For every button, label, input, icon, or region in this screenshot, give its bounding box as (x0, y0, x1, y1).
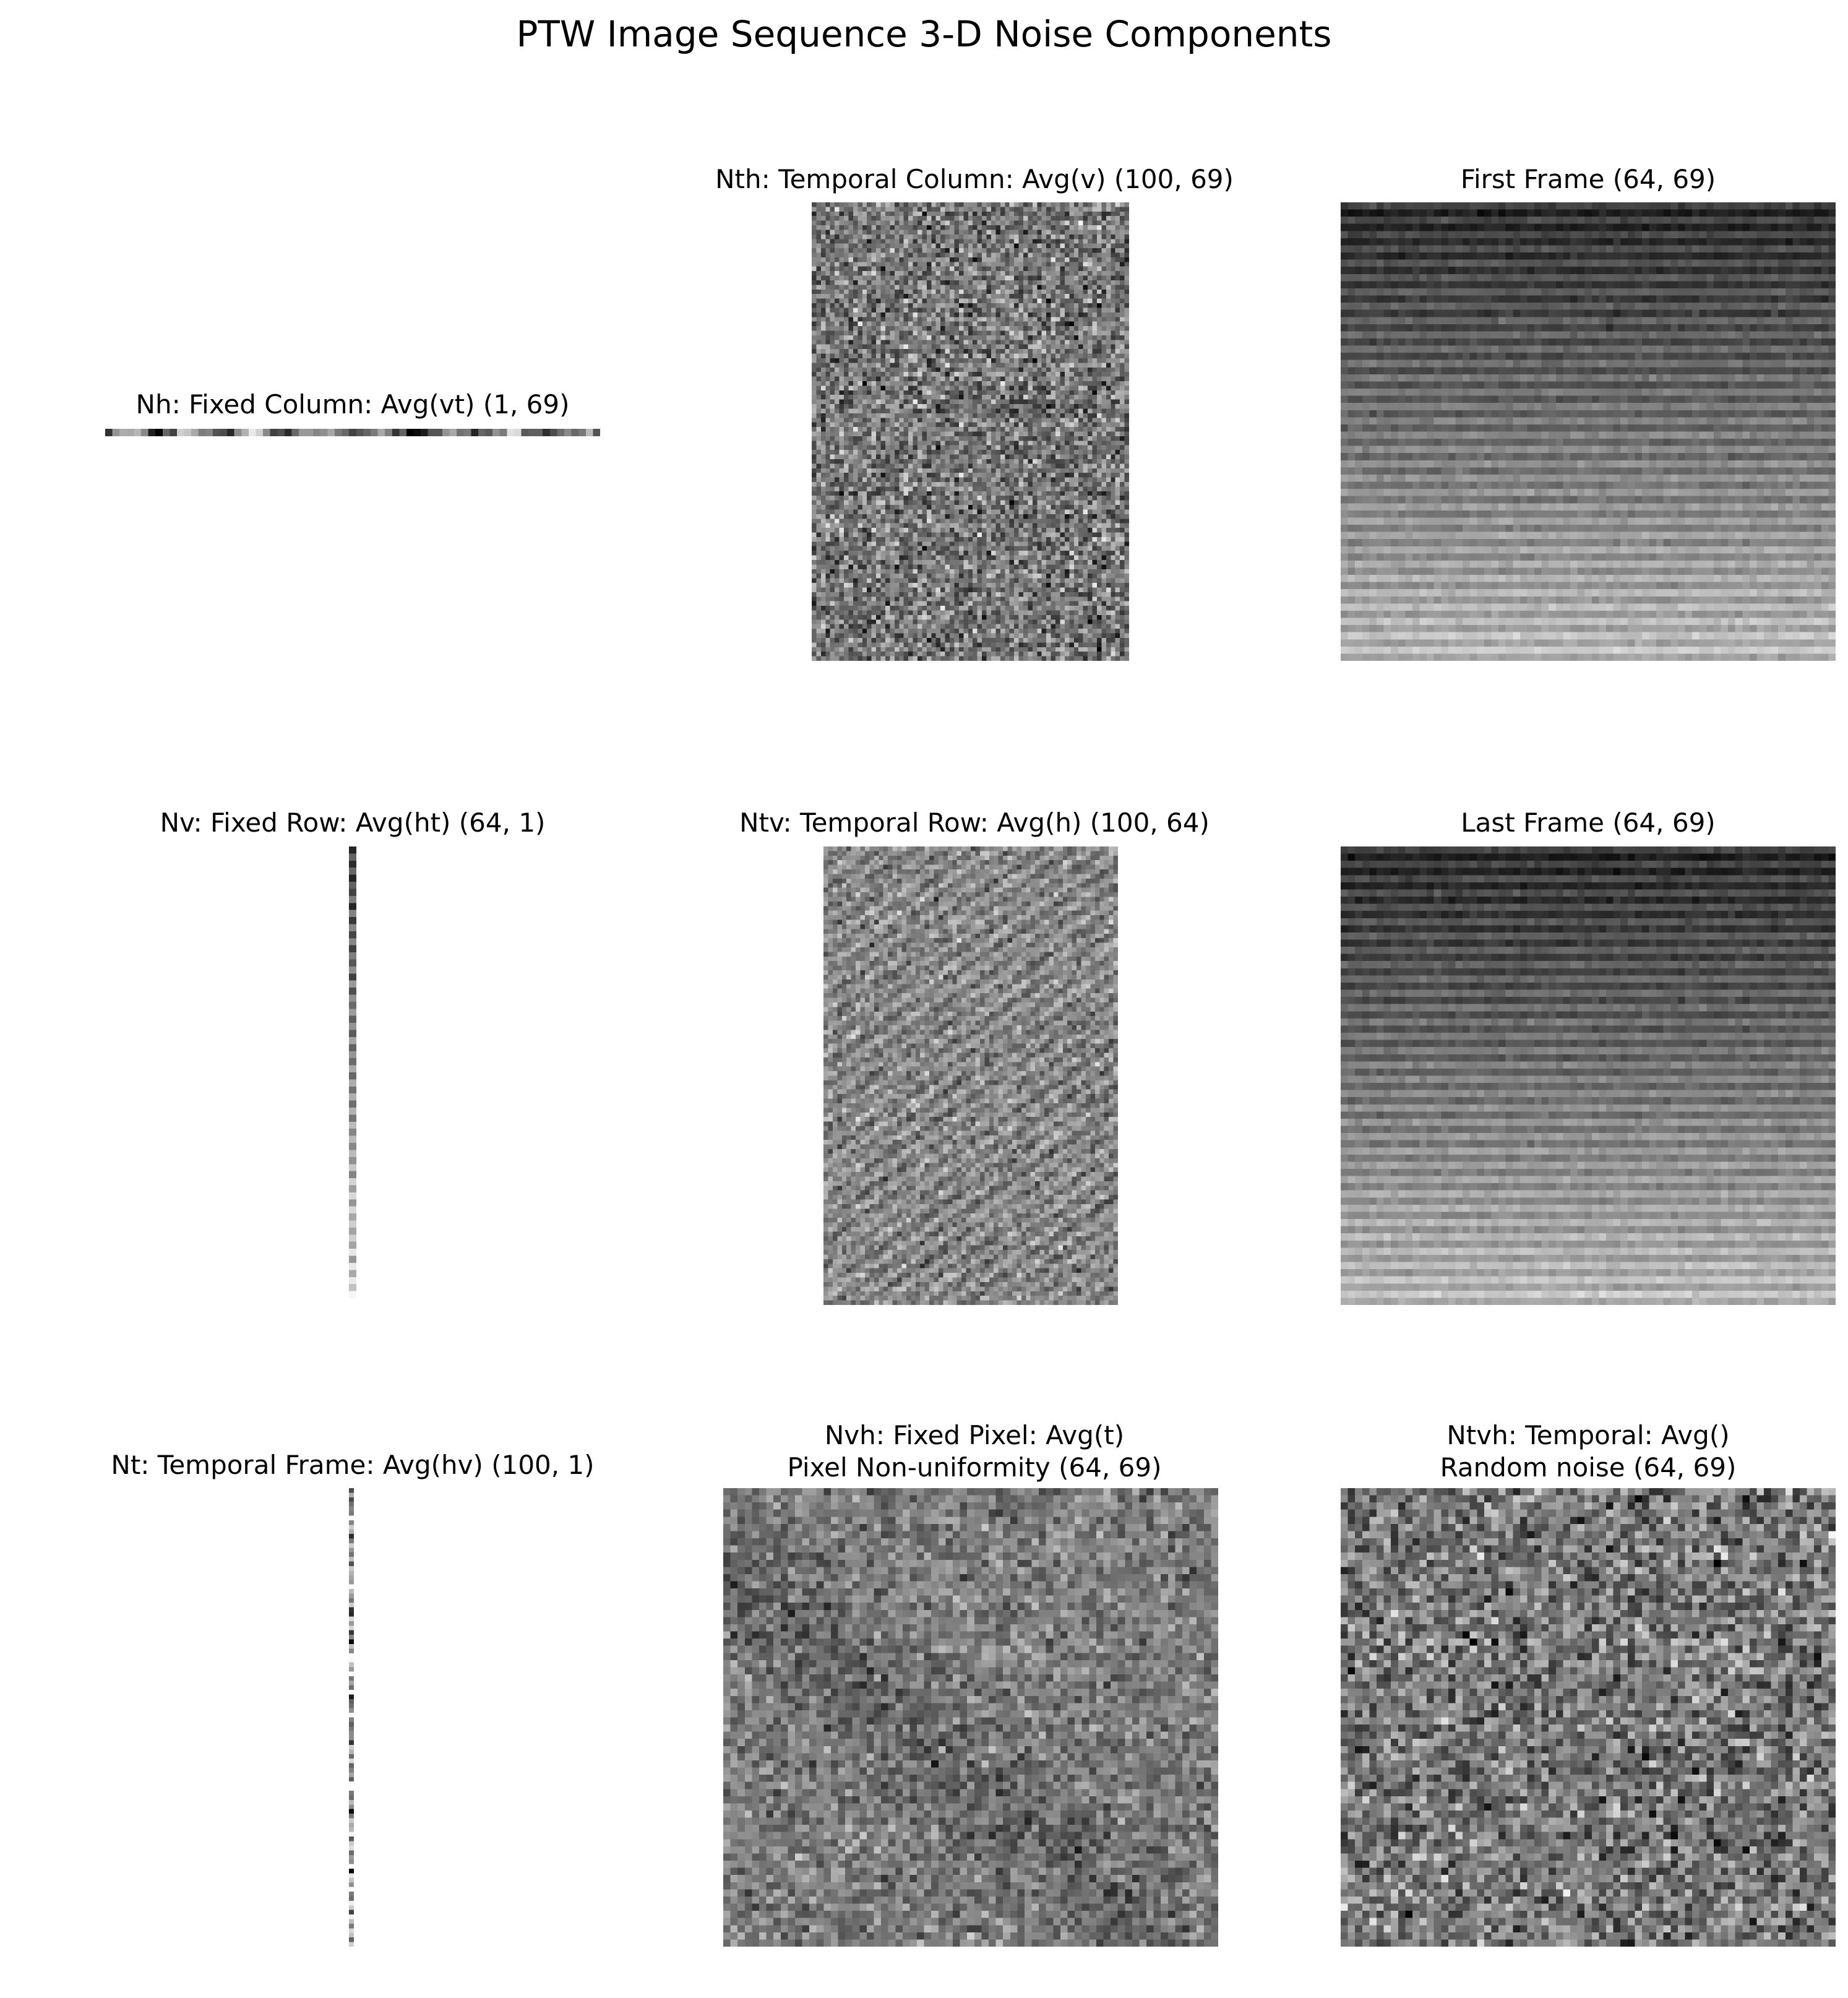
temporal-frame-image (349, 1488, 354, 1947)
fixed-column-image (105, 429, 600, 436)
temporal-column-image (812, 202, 1129, 661)
panel-title-line: Pixel Non-uniformity (64, 69) (787, 1452, 1162, 1483)
panel-title-line: Nth: Temporal Column: Avg(v) (100, 69) (715, 164, 1234, 194)
panel-title-ntv: Ntv: Temporal Row: Avg(h) (100, 64) (681, 807, 1268, 839)
panel-title-nvh: Nvh: Fixed Pixel: Avg(t) Pixel Non-unifo… (681, 1419, 1268, 1484)
panel-title-line: First Frame (64, 69) (1460, 164, 1716, 194)
panel-title-line: Nvh: Fixed Pixel: Avg(t) (824, 1420, 1125, 1450)
panel-title-line: Nh: Fixed Column: Avg(vt) (1, 69) (135, 389, 570, 420)
panel-title-line: Nt: Temporal Frame: Avg(hv) (100, 1) (111, 1450, 595, 1480)
panel-title-nv: Nv: Fixed Row: Avg(ht) (64, 1) (105, 807, 600, 839)
random-noise-image (1341, 1488, 1836, 1947)
panel-title-last-frame: Last Frame (64, 69) (1341, 807, 1836, 839)
temporal-row-image (823, 846, 1118, 1305)
first-frame-image (1341, 202, 1836, 661)
panel-title-line: Nv: Fixed Row: Avg(ht) (64, 1) (160, 807, 546, 838)
figure-title: PTW Image Sequence 3-D Noise Components (516, 13, 1332, 55)
last-frame-image (1341, 846, 1836, 1305)
fixed-row-image (349, 846, 356, 1298)
panel-title-line: Last Frame (64, 69) (1461, 807, 1716, 838)
fixed-pixel-image (723, 1488, 1218, 1947)
panel-title-nth: Nth: Temporal Column: Avg(v) (100, 69) (681, 163, 1268, 196)
panel-title-ntvh: Ntvh: Temporal: Avg() Random noise (64, … (1341, 1419, 1836, 1484)
panel-title-nh: Nh: Fixed Column: Avg(vt) (1, 69) (105, 389, 600, 421)
panel-title-line: Ntvh: Temporal: Avg() (1446, 1420, 1730, 1450)
panel-title-first-frame: First Frame (64, 69) (1341, 163, 1836, 196)
panel-title-line: Ntv: Temporal Row: Avg(h) (100, 64) (739, 807, 1210, 838)
panel-title-line: Random noise (64, 69) (1440, 1452, 1737, 1483)
panel-title-nt: Nt: Temporal Frame: Avg(hv) (100, 1) (74, 1449, 631, 1481)
